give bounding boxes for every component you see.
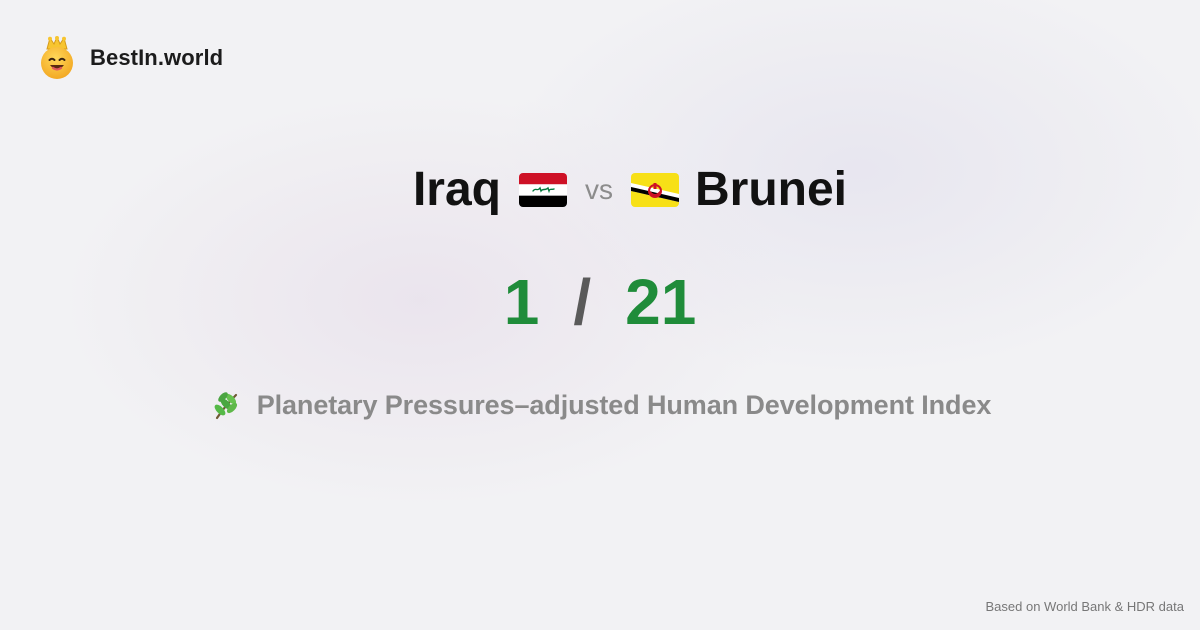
vs-label: vs	[585, 174, 613, 205]
rank-separator: /	[573, 266, 592, 338]
brand[interactable]: BestIn.world	[38, 36, 223, 80]
rank-score: 1 / 21	[0, 270, 1200, 334]
left-country-name: Iraq	[412, 163, 501, 216]
right-country-name: Brunei	[695, 163, 848, 216]
herb-icon	[214, 392, 237, 420]
iraq-flag-icon	[519, 173, 567, 207]
brunei-flag-icon	[631, 173, 679, 207]
right-rank-value: 21	[625, 266, 697, 338]
brand-name[interactable]: BestIn.world	[90, 45, 224, 70]
data-source-note: Based on World Bank & HDR data	[985, 599, 1184, 614]
comparison-title: Iraq vs Brunei	[0, 160, 1200, 220]
crown-smiley-icon	[41, 36, 73, 79]
metric-label: Planetary Pressures–adjusted Human Devel…	[256, 389, 992, 420]
left-rank-value: 1	[503, 266, 540, 338]
metric-row: Planetary Pressures–adjusted Human Devel…	[0, 388, 1200, 422]
